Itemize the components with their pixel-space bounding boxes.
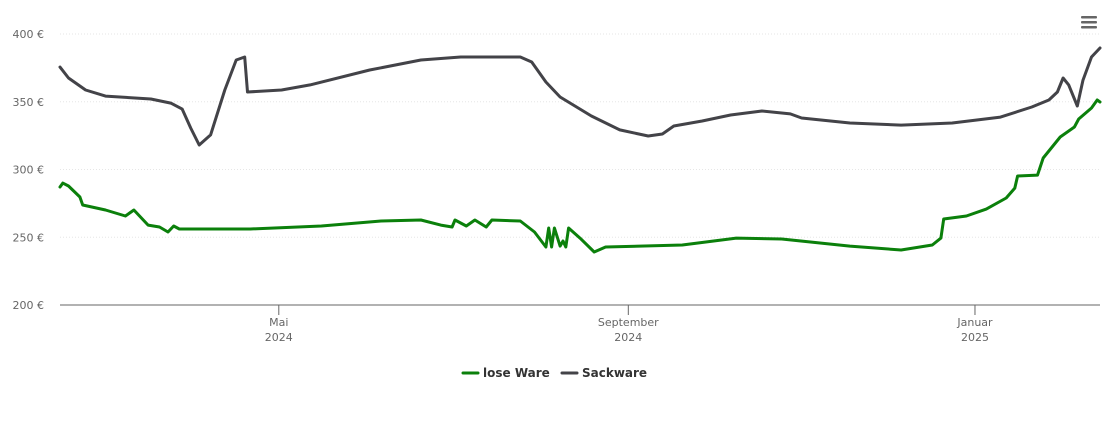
series-line: [58, 98, 1102, 254]
y-tick-label: 200 €: [13, 299, 45, 312]
x-tick-label: Mai 2024: [265, 316, 293, 344]
x-tick-label: Januar 2025: [956, 316, 993, 344]
menu-bar[interactable]: [1081, 21, 1097, 24]
y-tick-label: 300 €: [13, 164, 45, 177]
menu-bar[interactable]: [1081, 16, 1097, 19]
menu-bar[interactable]: [1081, 26, 1097, 29]
legend-label: lose Ware: [483, 366, 550, 380]
x-tick-label: September 2024: [598, 316, 659, 344]
y-tick-label: 400 €: [13, 28, 45, 41]
y-tick-label: 350 €: [13, 96, 45, 109]
legend-label: Sackware: [582, 366, 647, 380]
series-line: [58, 46, 1102, 147]
menu-button[interactable]: [1080, 14, 1098, 30]
y-tick-label: 250 €: [13, 231, 45, 244]
